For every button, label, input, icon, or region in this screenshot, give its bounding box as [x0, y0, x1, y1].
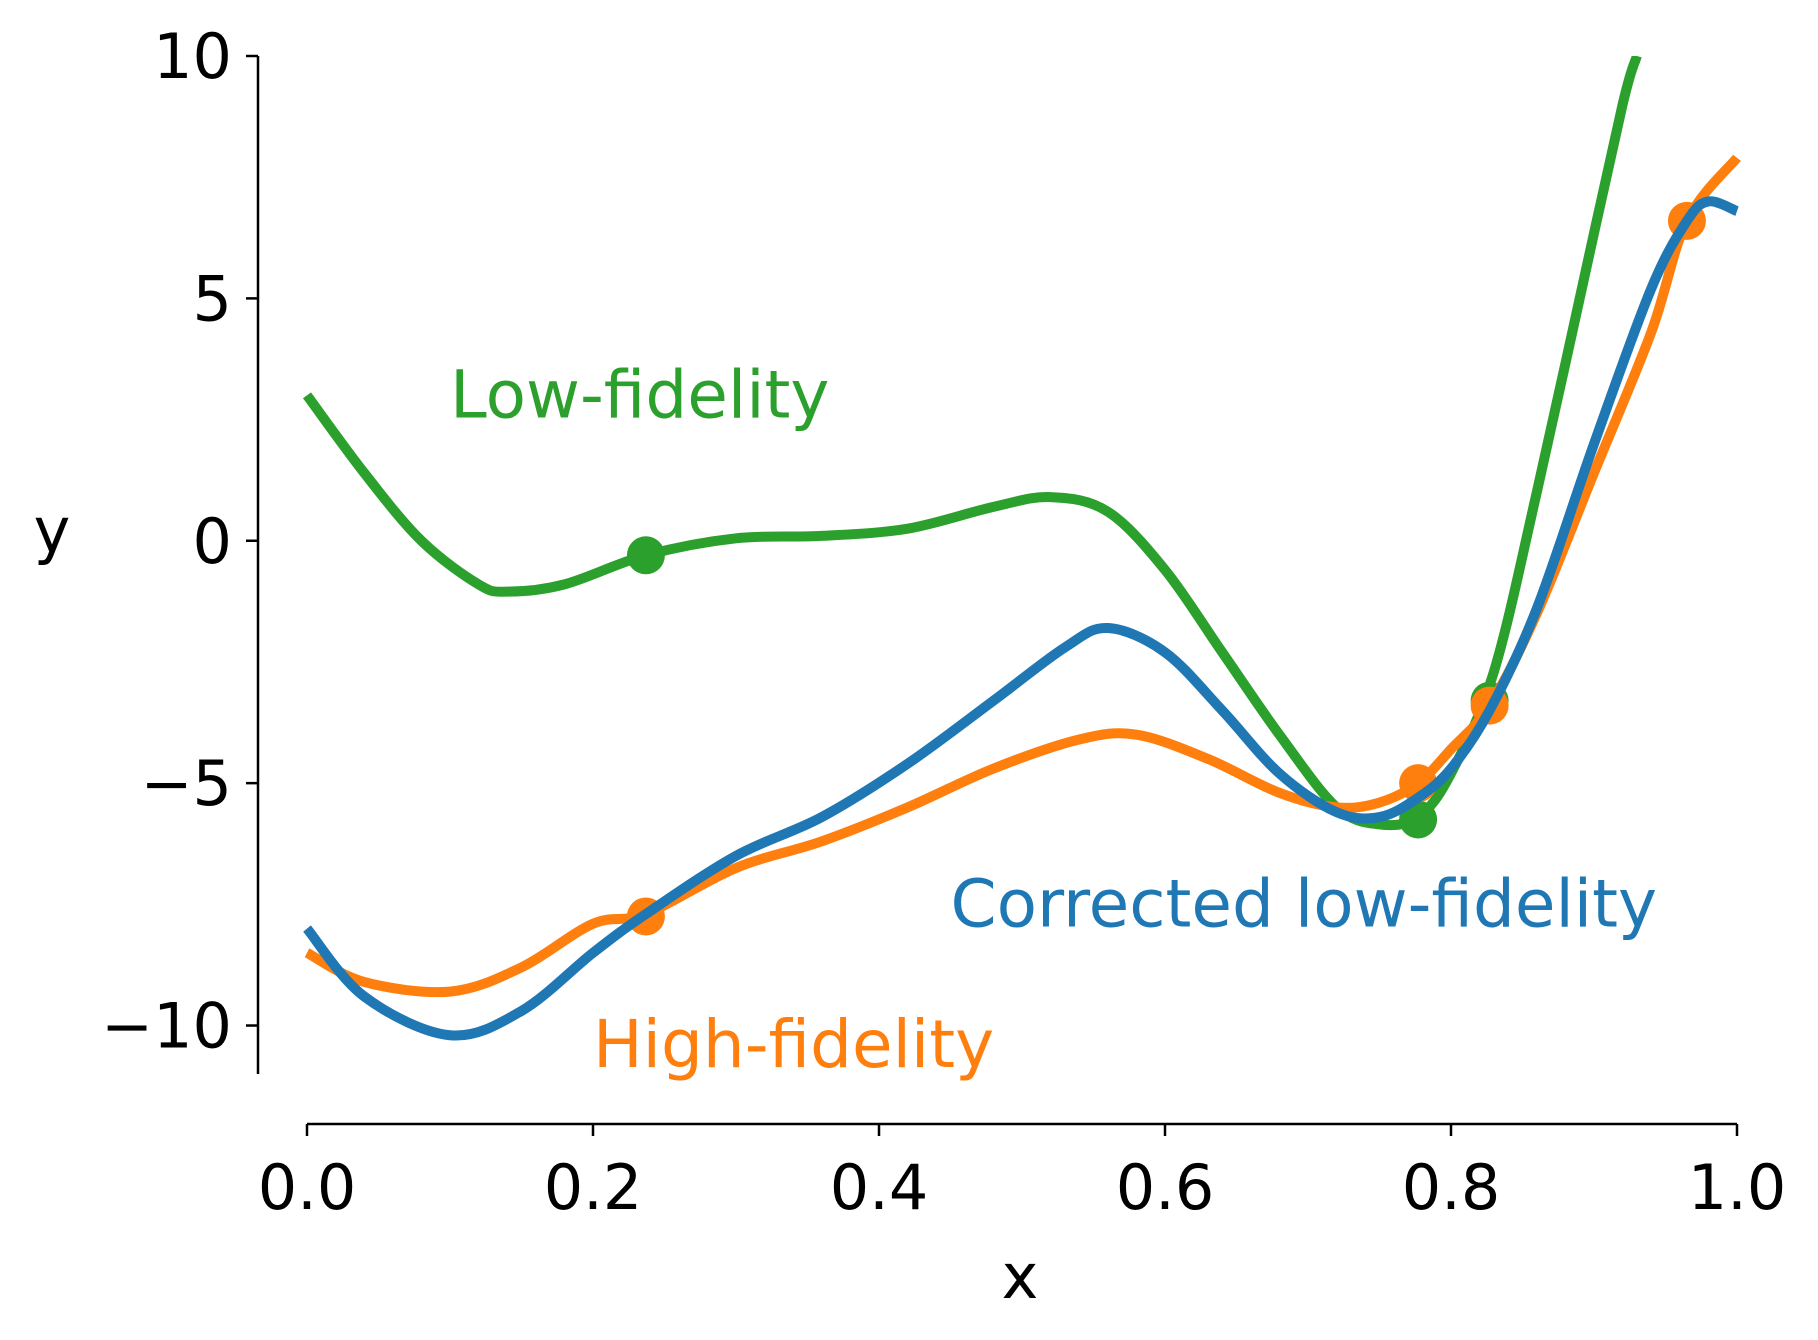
x-tick-label: 0.4: [830, 1151, 929, 1224]
data-point-low-fidelity: [1399, 800, 1438, 839]
y-tick-label: −5: [141, 747, 232, 820]
data-point-low-fidelity: [626, 536, 665, 575]
annotation-high-fidelity: High-fidelity: [593, 1006, 994, 1083]
axes: 10 5 0 −5 −10 0.0 0.2 0.4 0.6 0.8 1.0 Low-fidelity C…: [101, 20, 1786, 1224]
plot-area: [302, 56, 1741, 1041]
y-tick-label: 10: [153, 20, 232, 93]
series-line-high-fidelity: [304, 154, 1741, 998]
x-tick-label: 0.2: [544, 1151, 643, 1224]
x-axis-label: x: [1002, 1240, 1039, 1313]
x-tick-label: 1.0: [1688, 1151, 1787, 1224]
series-line-low-fidelity: [302, 56, 1642, 831]
annotation-corrected-low-fidelity: Corrected low-fidelity: [951, 865, 1658, 942]
y-axis-label: y: [34, 494, 71, 567]
x-tick-label: 0.8: [1402, 1151, 1501, 1224]
x-tick-label: 0.0: [258, 1151, 357, 1224]
annotation-low-fidelity: Low-fidelity: [450, 356, 829, 433]
series-line-corrected-low-fidelity: [303, 196, 1739, 1041]
y-tick-label: 0: [193, 505, 232, 578]
y-tick-label: −10: [101, 990, 232, 1063]
x-tick-label: 0.6: [1116, 1151, 1215, 1224]
y-tick-label: 5: [193, 262, 232, 335]
